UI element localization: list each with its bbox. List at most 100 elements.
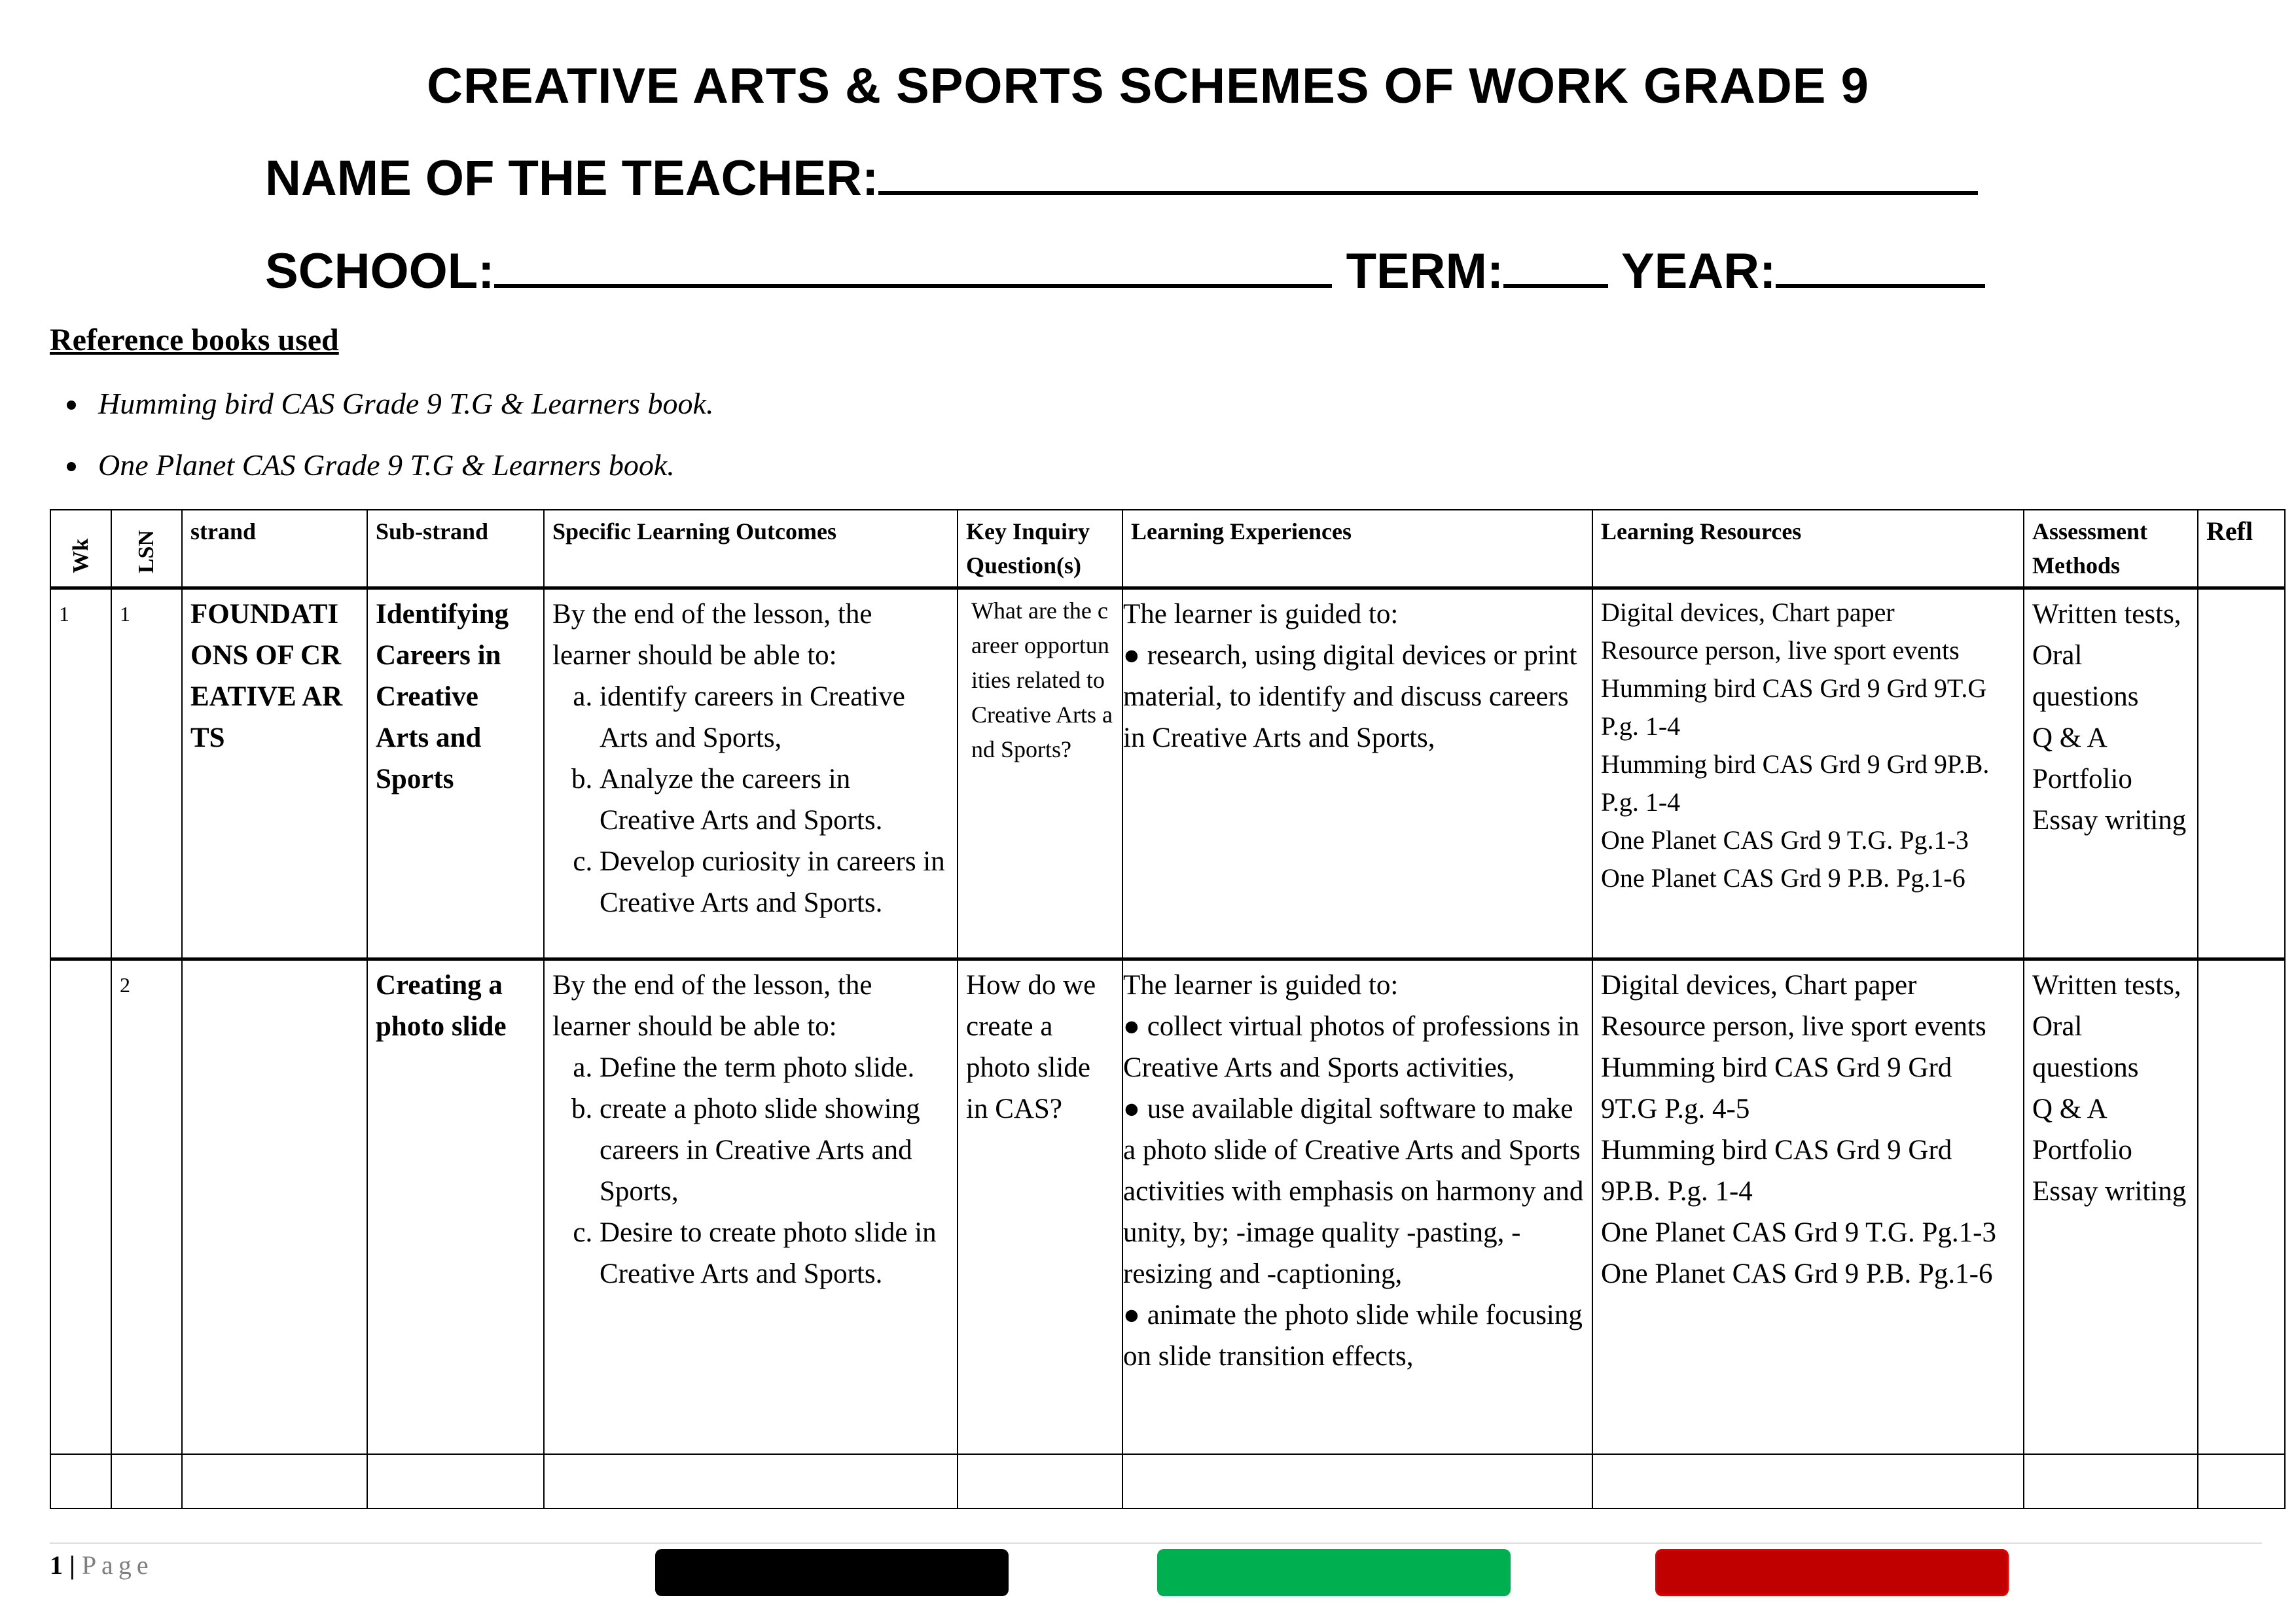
outcomes-intro: By the end of the lesson, the learner sh… [552,599,872,671]
empty-cell [543,1453,958,1509]
cell-experiences: The learner is guided to: ● research, us… [1122,587,1593,961]
resource-item: Resource person, live sport events [1601,635,1960,665]
col-header-substrand: Sub-strand [367,509,545,590]
assessment-item: Portfolio [2032,1135,2132,1166]
resource-item: Humming bird CAS Grd 9 Grd 9P.B. P.g. 1-… [1601,749,1990,817]
outcome-item: create a photo slide showing careers in … [600,1088,949,1212]
empty-cell [367,1453,545,1509]
assessment-item: Written tests, [2032,599,2181,630]
cell-assessment: Written tests, Oral questions Q & A Portfol… [2023,587,2198,961]
outcome-item: Develop curiosity in careers in Creative… [600,841,949,923]
resource-item: Humming bird CAS Grd 9 Grd 9T.G P.g. 1-4 [1601,673,1987,741]
resource-item: Humming bird CAS Grd 9 Grd 9T.G P.g. 4-5 [1601,1052,1952,1124]
cell-substrand: Creating a photo slide [367,958,545,1455]
cell-inquiry: How do we create a photo slide in CAS? [957,958,1123,1455]
col-header-lsn: LSN [111,509,183,590]
page-number: 1 | Page [50,1550,154,1580]
table-row: 2 Creating a photo slide By the end of t… [50,958,2286,1455]
teacher-label: NAME OF THE TEACHER: [265,151,879,206]
experiences-intro: The learner is guided to: [1123,599,1399,630]
col-header-outcomes: Specific Learning Outcomes [543,509,958,590]
year-blank [1776,242,1986,288]
document-title: CREATIVE ARTS & SPORTS SCHEMES OF WORK G… [427,58,1869,114]
cell-resources: Digital devices, Chart paper Resource per… [1592,587,2024,961]
experience-item: ● animate the photo slide while focusing… [1123,1300,1583,1372]
col-header-assessment: Assessment Methods [2023,509,2198,590]
cell-reflection[interactable] [2197,958,2286,1455]
empty-cell [2197,1453,2286,1509]
col-header-reflection: Refl [2197,509,2286,590]
cell-wk: 1 [50,587,112,961]
experiences-intro: The learner is guided to: [1123,970,1399,1001]
experience-item: ● use available digital software to make… [1123,1094,1584,1289]
cell-lsn: 1 [111,587,183,961]
resource-item: Resource person, live sport events [1601,1011,1986,1042]
empty-cell [1592,1453,2024,1509]
reference-item: Humming bird CAS Grade 9 T.G & Learners … [66,387,714,420]
cell-wk [50,958,112,1455]
outcome-item: Analyze the careers in Creative Arts and… [600,758,949,841]
table-header-row: Wk LSN strand Sub-strand Specific Learni… [50,509,2286,590]
footer-divider [50,1543,2262,1544]
assessment-item: Essay writing [2032,1176,2187,1207]
col-header-inquiry: Key Inquiry Question(s) [957,509,1123,590]
assessment-item: Oral questions [2032,640,2139,712]
school-label: SCHOOL: [265,243,495,299]
term-blank [1503,242,1609,288]
assessment-item: Essay writing [2032,805,2187,836]
reference-item: One Planet CAS Grade 9 T.G & Learners bo… [67,448,675,482]
cell-experiences: The learner is guided to: ● collect virt… [1122,958,1593,1455]
assessment-item: Q & A [2032,722,2108,753]
resource-item: Digital devices, Chart paper [1601,970,1917,1001]
schemes-table: Wk LSN strand Sub-strand Specific Learni… [50,509,2286,1509]
year-label: YEAR: [1621,243,1776,299]
cell-substrand: Identifying Careers in Creative Arts and… [367,587,545,961]
empty-cell [1122,1453,1593,1509]
resource-item: One Planet CAS Grd 9 T.G. Pg.1-3 [1601,1217,1996,1248]
teacher-name-blank [878,149,1979,195]
teacher-name-line: NAME OF THE TEACHER: [265,149,1979,207]
footer-bar-red [1655,1549,2009,1596]
outcome-item: identify careers in Creative Arts and Sp… [600,676,949,758]
cell-outcomes: By the end of the lesson, the learner sh… [543,958,958,1455]
empty-cell [111,1453,183,1509]
table-row: 1 1 FOUNDATIONS OF CREATIVE ARTS Identif… [50,587,2286,961]
term-label: TERM: [1346,243,1504,299]
empty-cell [181,1453,368,1509]
assessment-item: Oral questions [2032,1011,2139,1083]
experience-item: ● collect virtual photos of professions … [1123,1011,1580,1083]
empty-cell [2023,1453,2198,1509]
outcome-item: Desire to create photo slide in Creative… [600,1212,949,1294]
resource-item: One Planet CAS Grd 9 T.G. Pg.1-3 [1601,825,1969,855]
empty-cell [957,1453,1123,1509]
school-term-year-line: SCHOOL: TERM: YEAR: [265,242,1986,300]
footer-bar-black [655,1549,1009,1596]
outcomes-intro: By the end of the lesson, the learner sh… [552,970,872,1042]
school-blank [494,242,1333,288]
col-header-experiences: Learning Experiences [1122,509,1593,590]
assessment-item: Portfolio [2032,764,2132,794]
col-header-resources: Learning Resources [1592,509,2024,590]
cell-reflection[interactable] [2197,587,2286,961]
outcome-item: Define the term photo slide. [600,1047,949,1088]
resource-item: Humming bird CAS Grd 9 Grd 9P.B. P.g. 1-… [1601,1135,1952,1207]
col-header-strand: strand [181,509,368,590]
reference-heading: Reference books used [50,323,339,357]
cell-assessment: Written tests, Oral questions Q & A Portfol… [2023,958,2198,1455]
cell-lsn: 2 [111,958,183,1455]
cell-resources: Digital devices, Chart paper Resource per… [1592,958,2024,1455]
col-header-wk: Wk [50,509,112,590]
empty-cell [50,1453,112,1509]
table-row-empty [50,1453,2286,1509]
resource-item: One Planet CAS Grd 9 P.B. Pg.1-6 [1601,863,1965,893]
assessment-item: Q & A [2032,1094,2108,1124]
footer-bar-green [1157,1549,1511,1596]
cell-inquiry: What are the career opportunities relate… [957,587,1123,961]
resource-item: Digital devices, Chart paper [1601,597,1895,627]
cell-outcomes: By the end of the lesson, the learner sh… [543,587,958,961]
resource-item: One Planet CAS Grd 9 P.B. Pg.1-6 [1601,1258,1993,1289]
cell-strand [181,958,368,1455]
cell-strand: FOUNDATIONS OF CREATIVE ARTS [181,587,368,961]
experience-item: ● research, using digital devices or pri… [1123,640,1577,753]
assessment-item: Written tests, [2032,970,2181,1001]
